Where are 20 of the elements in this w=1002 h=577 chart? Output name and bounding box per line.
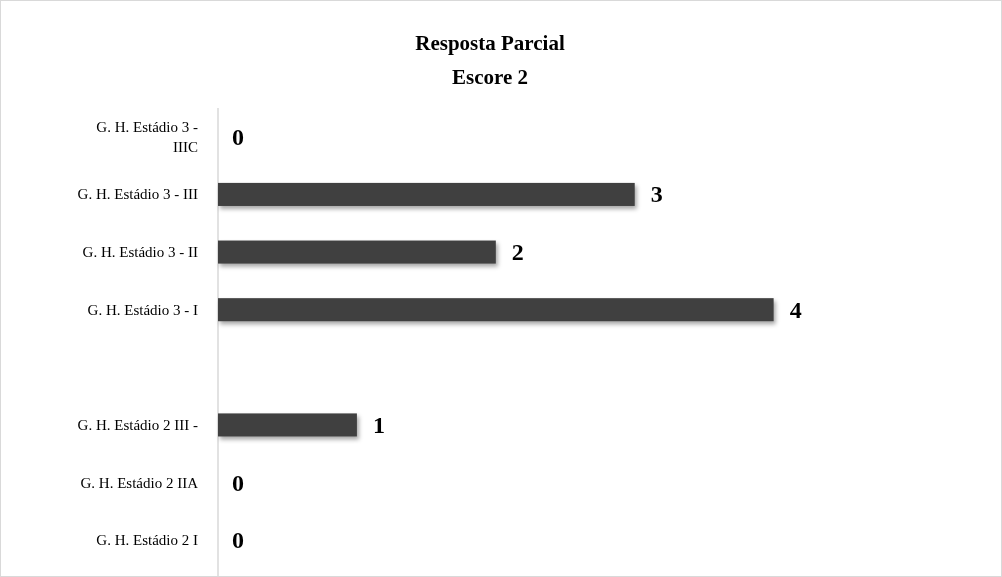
data-label: 0 (232, 527, 244, 554)
data-label: 0 (232, 469, 244, 496)
chart-title: Resposta Parcial (415, 31, 565, 55)
y-tick-label: G. H. Estádio 2 IIA (80, 474, 199, 491)
y-tick-label: G. H. Estádio 3 - III (77, 186, 198, 203)
data-label: 0 (232, 123, 244, 150)
chart-subtitle: Escore 2 (451, 65, 529, 89)
bar (218, 413, 357, 437)
y-tick-label: G. H. Estádio 3 - II (82, 244, 198, 261)
y-tick-label: G. H. Estádio 3 - I (87, 301, 198, 318)
y-tick-label: G. H. Estádio 2 I (96, 532, 198, 549)
bar (218, 240, 496, 264)
y-tick-label: G. H. Estádio 2 III - (77, 416, 198, 433)
data-label: 3 (650, 181, 663, 208)
data-label: 1 (372, 411, 385, 438)
bar (218, 182, 635, 206)
y-tick-label: G. H. Estádio 3 - IIIC (96, 118, 198, 155)
data-label: 2 (511, 239, 524, 266)
bar (218, 298, 774, 322)
data-label: 4 (789, 296, 802, 323)
